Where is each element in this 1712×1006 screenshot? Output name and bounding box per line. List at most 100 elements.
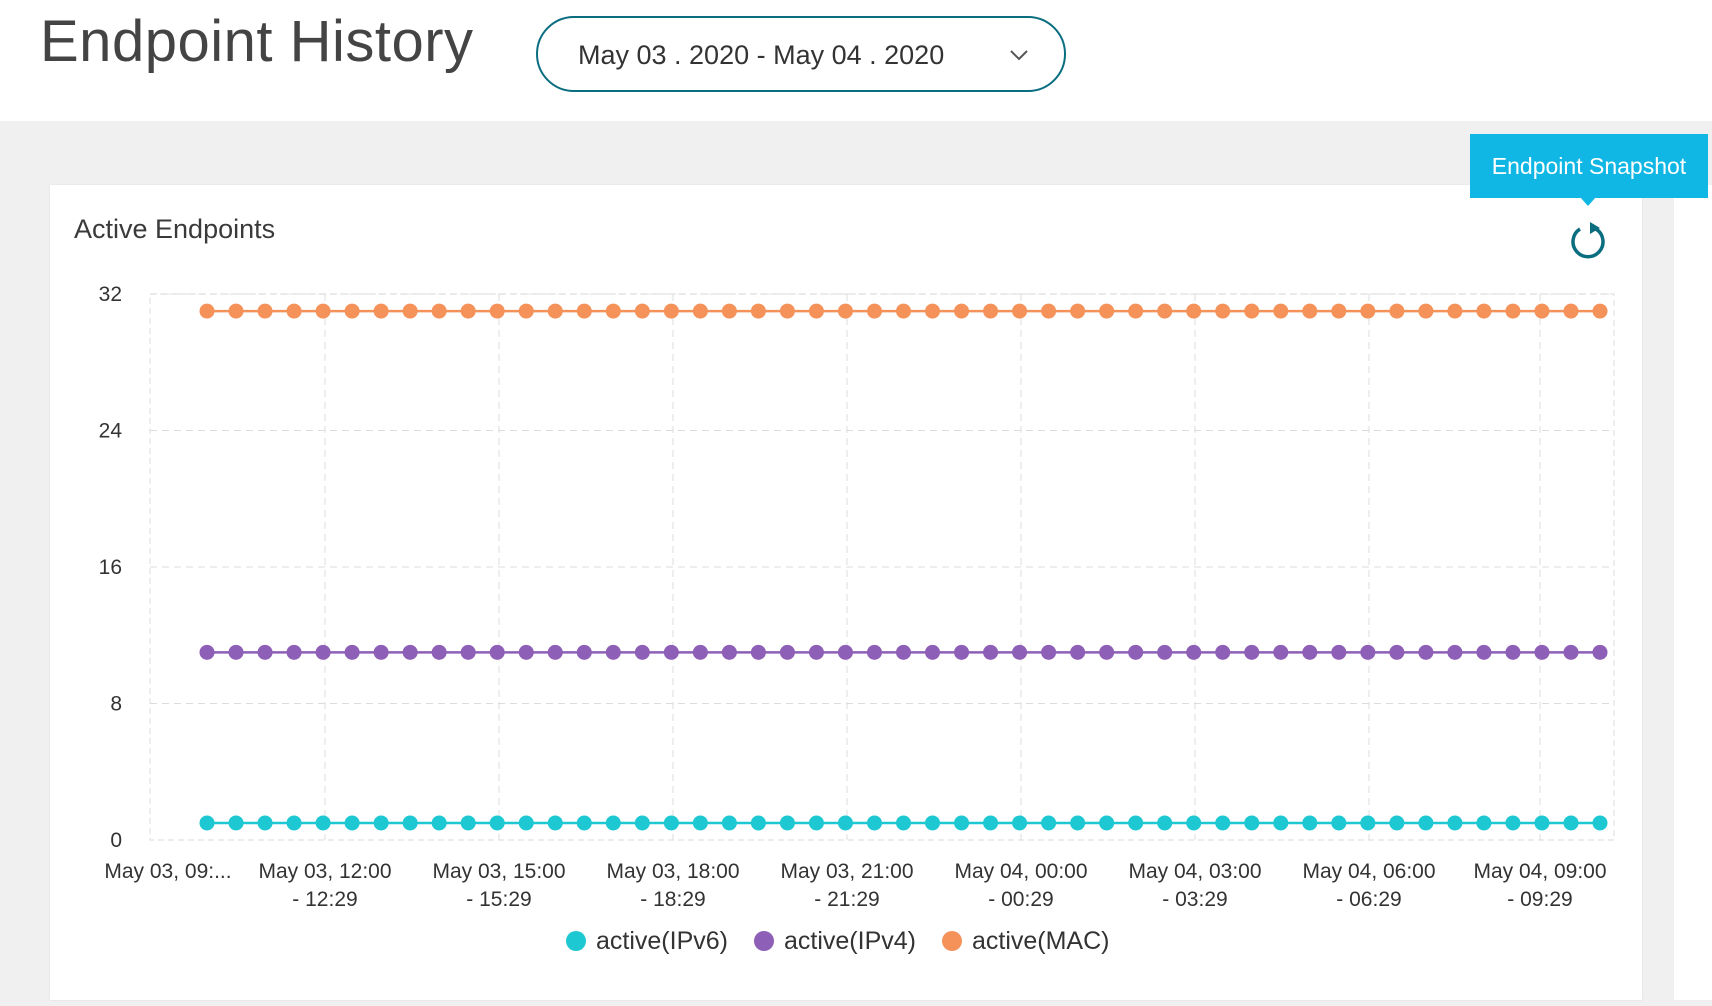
data-point bbox=[344, 815, 360, 831]
data-point bbox=[896, 644, 911, 660]
data-point bbox=[692, 303, 708, 319]
endpoint-snapshot-tooltip: Endpoint Snapshot bbox=[1470, 134, 1708, 198]
data-point bbox=[315, 303, 331, 319]
data-point bbox=[460, 815, 476, 831]
x-tick-label: - 03:29 bbox=[1162, 888, 1227, 911]
x-tick-label: May 04, 09:00 bbox=[1473, 860, 1606, 883]
data-point bbox=[344, 644, 360, 660]
data-point bbox=[605, 815, 621, 831]
data-point bbox=[1592, 815, 1608, 831]
data-point bbox=[634, 303, 650, 319]
x-tick-label: - 12:29 bbox=[292, 888, 357, 911]
data-point bbox=[402, 644, 418, 660]
x-tick-label: - 15:29 bbox=[466, 888, 531, 911]
x-tick-label: May 03, 21:00 bbox=[780, 860, 913, 883]
data-point bbox=[1418, 815, 1434, 831]
data-point bbox=[489, 815, 505, 831]
data-point bbox=[954, 815, 970, 831]
data-point bbox=[779, 303, 795, 319]
y-tick-label: 32 bbox=[99, 283, 122, 306]
x-tick-label: May 04, 03:00 bbox=[1128, 860, 1261, 883]
data-point bbox=[1389, 644, 1405, 660]
data-point bbox=[605, 644, 621, 660]
legend-item-ipv4[interactable]: active(IPv4) bbox=[753, 926, 916, 956]
data-point bbox=[373, 644, 389, 660]
data-point bbox=[518, 644, 534, 660]
legend-item-mac[interactable]: active(MAC) bbox=[941, 927, 1109, 956]
refresh-icon[interactable] bbox=[1568, 220, 1608, 262]
data-point bbox=[954, 644, 970, 660]
data-point bbox=[460, 303, 476, 319]
data-point bbox=[1012, 644, 1028, 660]
data-point bbox=[1070, 303, 1086, 319]
data-point bbox=[808, 303, 824, 319]
data-point bbox=[1244, 303, 1260, 319]
data-point bbox=[1128, 815, 1144, 831]
data-point bbox=[692, 644, 708, 660]
data-point bbox=[518, 815, 534, 831]
data-point bbox=[518, 303, 534, 319]
data-point bbox=[576, 644, 592, 660]
legend-label-ipv4: active(IPv4) bbox=[783, 926, 916, 955]
data-point bbox=[1128, 303, 1144, 319]
data-point bbox=[1389, 303, 1405, 319]
data-point bbox=[1041, 815, 1057, 831]
data-point bbox=[1360, 815, 1376, 831]
data-point bbox=[547, 644, 563, 660]
data-point bbox=[1447, 303, 1463, 319]
chart-legend: active(IPv6) active(IPv4) active(MAC) bbox=[566, 924, 1135, 958]
data-point bbox=[489, 303, 505, 319]
data-point bbox=[1099, 815, 1115, 831]
data-point bbox=[1360, 303, 1376, 319]
data-point bbox=[1302, 303, 1318, 319]
data-point bbox=[199, 303, 215, 319]
data-point bbox=[1302, 815, 1318, 831]
legend-item-ipv6[interactable]: active(IPv6) bbox=[566, 927, 728, 956]
data-point bbox=[1418, 644, 1434, 660]
data-point bbox=[1099, 644, 1115, 660]
data-point bbox=[228, 644, 244, 660]
data-point bbox=[402, 815, 418, 831]
data-point bbox=[925, 644, 941, 660]
data-point bbox=[402, 303, 418, 319]
data-point bbox=[837, 815, 853, 831]
chart-title: Active Endpoints bbox=[74, 214, 276, 244]
data-point bbox=[1186, 815, 1202, 831]
data-point bbox=[1534, 644, 1550, 660]
x-tick-label: May 03, 15:00 bbox=[432, 860, 565, 883]
data-point bbox=[373, 815, 389, 831]
data-point bbox=[925, 815, 941, 831]
date-range-picker[interactable]: May 03 . 2020 - May 04 . 2020 bbox=[536, 16, 1066, 92]
data-point bbox=[1476, 644, 1492, 660]
data-point bbox=[1070, 815, 1086, 831]
data-point bbox=[1215, 815, 1231, 831]
data-point bbox=[1505, 644, 1521, 660]
data-point bbox=[1563, 303, 1579, 319]
data-point bbox=[605, 303, 621, 319]
data-point bbox=[431, 644, 447, 660]
x-tick-label: - 00:29 bbox=[988, 888, 1053, 911]
legend-dot-ipv6 bbox=[566, 931, 586, 951]
data-point bbox=[489, 644, 505, 660]
tooltip-arrow bbox=[1580, 197, 1596, 206]
data-point bbox=[1534, 815, 1550, 831]
data-point bbox=[663, 303, 679, 319]
data-point bbox=[286, 815, 302, 831]
data-point bbox=[866, 644, 882, 660]
data-point bbox=[634, 644, 650, 660]
data-point bbox=[373, 303, 389, 319]
data-point bbox=[1563, 815, 1579, 831]
data-point bbox=[1592, 644, 1608, 660]
x-tick-label: May 04, 00:00 bbox=[954, 860, 1087, 883]
data-point bbox=[576, 303, 592, 319]
y-tick-label: 8 bbox=[110, 693, 122, 716]
data-point bbox=[1418, 303, 1434, 319]
x-tick-label: - 09:29 bbox=[1507, 888, 1572, 911]
data-point bbox=[1331, 303, 1347, 319]
data-point bbox=[692, 815, 708, 831]
x-tick-label: May 04, 06:00 bbox=[1302, 860, 1435, 883]
y-tick-label: 24 bbox=[99, 420, 123, 443]
data-point bbox=[1186, 644, 1202, 660]
data-point bbox=[286, 644, 302, 660]
